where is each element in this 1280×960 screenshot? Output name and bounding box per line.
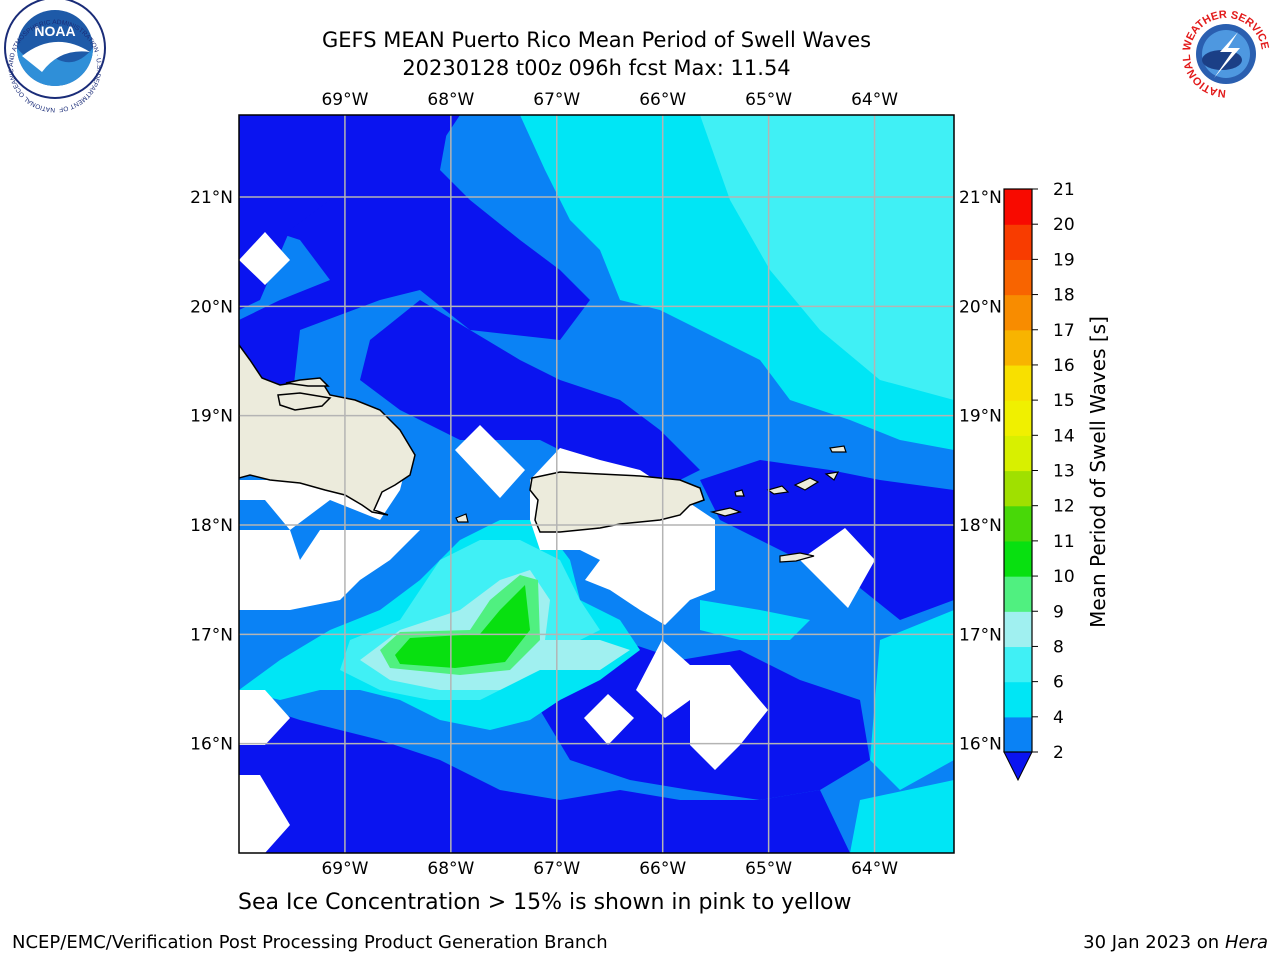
lon-tick-label: 67°W <box>533 90 580 110</box>
colorbar-swatch <box>1004 224 1032 260</box>
lat-tick-label: 17°N <box>190 625 233 645</box>
colorbar-tick-label: 14 <box>1053 426 1075 446</box>
colorbar-swatch <box>1004 189 1032 225</box>
lat-tick-label: 21°N <box>190 188 233 208</box>
lat-tick-label: 18°N <box>190 516 233 536</box>
colorbar-swatch <box>1004 540 1032 577</box>
colorbar-swatch <box>1004 435 1032 472</box>
lon-labels-top: 69°W 68°W 67°W 66°W 65°W 64°W <box>321 90 898 110</box>
colorbar-swatch <box>1004 646 1032 683</box>
lat-tick-label: 16°N <box>959 735 1002 755</box>
colorbar-tick-label: 10 <box>1053 567 1075 587</box>
colorbar-swatch <box>1004 716 1032 753</box>
sea-ice-caption: Sea Ice Concentration > 15% is shown in … <box>238 890 852 915</box>
lat-tick-label: 19°N <box>959 407 1002 427</box>
colorbar-swatch <box>1004 611 1032 648</box>
lat-labels-left: 21°N 20°N 19°N 18°N 17°N 16°N <box>190 188 233 755</box>
colorbar-tick-label: 12 <box>1053 497 1075 517</box>
colorbar-tick-label: 15 <box>1053 391 1075 411</box>
colorbar-swatch <box>1004 329 1032 366</box>
colorbar-tick-label: 16 <box>1053 356 1075 376</box>
lon-tick-label: 65°W <box>745 859 792 879</box>
colorbar-tick-label: 9 <box>1053 602 1064 622</box>
lon-tick-label: 66°W <box>639 90 686 110</box>
lon-tick-label: 69°W <box>321 90 368 110</box>
lat-tick-label: 18°N <box>959 516 1002 536</box>
lat-tick-label: 20°N <box>190 297 233 317</box>
lon-tick-label: 68°W <box>427 90 474 110</box>
colorbar-tick-label: 19 <box>1053 250 1075 270</box>
noaa-logo: NOAA NATIONAL OCEANIC AND ATMOSPHERIC AD… <box>0 0 106 113</box>
lon-tick-label: 64°W <box>851 90 898 110</box>
lat-tick-label: 21°N <box>959 188 1002 208</box>
chart-title-line1: GEFS MEAN Puerto Rico Mean Period of Swe… <box>321 28 872 52</box>
colorbar-tick-label: 4 <box>1053 708 1064 728</box>
colorbar-tick-label: 11 <box>1053 532 1075 552</box>
colorbar-swatch <box>1004 294 1032 331</box>
colorbar-swatch <box>1004 681 1032 718</box>
colorbar-tick-label: 13 <box>1053 462 1075 482</box>
map-frame <box>238 114 955 854</box>
lon-tick-label: 69°W <box>321 859 368 879</box>
lat-tick-label: 20°N <box>959 297 1002 317</box>
colorbar-label: Mean Period of Swell Waves [s] <box>1086 316 1110 628</box>
colorbar-tick-label: 20 <box>1053 215 1075 235</box>
colorbar-swatch <box>1004 259 1032 296</box>
lon-labels-bottom: 69°W 68°W 67°W 66°W 65°W 64°W <box>321 859 898 879</box>
lon-tick-label: 66°W <box>639 859 686 879</box>
colorbar: 2 4 6 8 9 10 11 12 13 14 15 16 17 18 19 20 21 <box>1003 180 1075 782</box>
footer-date: 30 Jan 2023 on Hera <box>1083 932 1268 953</box>
chart-title-line2: 20230128 t00z 096h fcst Max: 11.54 <box>402 56 791 80</box>
lon-tick-label: 64°W <box>851 859 898 879</box>
colorbar-swatch <box>1004 470 1032 507</box>
colorbar-swatch <box>1004 505 1032 542</box>
swell-period-field <box>239 115 954 853</box>
footer-host: Hera <box>1224 932 1268 953</box>
lat-tick-label: 17°N <box>959 625 1002 645</box>
footer-date-text: 30 Jan 2023 on <box>1083 932 1225 953</box>
colorbar-tick-label: 2 <box>1053 743 1064 763</box>
lon-tick-label: 65°W <box>745 90 792 110</box>
colorbar-tick-label: 8 <box>1053 637 1064 657</box>
lat-labels-right: 21°N 20°N 19°N 18°N 17°N 16°N <box>959 188 1002 755</box>
graticule <box>239 115 954 853</box>
colorbar-tick-label: 21 <box>1053 180 1075 200</box>
nws-logo: NATIONAL WEATHER SERVICE <box>1178 6 1274 102</box>
footer-branch: NCEP/EMC/Verification Post Processing Pr… <box>12 932 608 953</box>
colorbar-swatch <box>1004 364 1032 401</box>
colorbar-tick-label: 17 <box>1053 321 1075 341</box>
noaa-logo-text: NOAA <box>34 23 75 39</box>
colorbar-swatch <box>1004 576 1032 612</box>
lon-tick-label: 68°W <box>427 859 474 879</box>
colorbar-tick-label: 6 <box>1053 673 1064 693</box>
colorbar-extend-arrow <box>1003 751 1033 782</box>
lat-tick-label: 19°N <box>190 407 233 427</box>
colorbar-swatch <box>1004 400 1032 436</box>
colorbar-tick-label: 18 <box>1053 286 1075 306</box>
lon-tick-label: 67°W <box>533 859 580 879</box>
lat-tick-label: 16°N <box>190 735 233 755</box>
